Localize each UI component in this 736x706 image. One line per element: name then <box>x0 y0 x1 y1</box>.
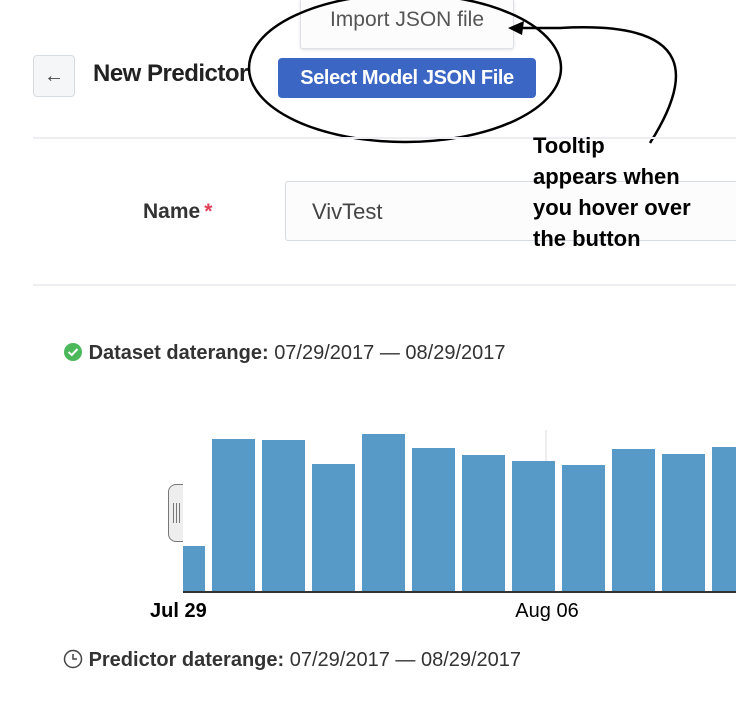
histogram-bar <box>312 464 355 591</box>
required-mark: * <box>204 200 213 223</box>
clock-icon <box>63 649 83 669</box>
select-model-json-button[interactable]: Select Model JSON File <box>278 58 536 98</box>
name-input[interactable]: VivTest <box>285 181 736 241</box>
page-title: New Predictor <box>93 60 248 87</box>
name-label: Name * <box>143 200 213 223</box>
histogram-bar <box>212 439 255 591</box>
histogram-bar <box>262 440 305 591</box>
dataset-histogram: Jul 29 Aug 06 <box>150 430 736 622</box>
histogram-bar <box>183 546 205 591</box>
range-drag-handle[interactable] <box>168 484 183 542</box>
histogram-bar <box>712 447 736 591</box>
back-button[interactable]: ← <box>33 55 75 97</box>
histogram-bar <box>412 448 455 591</box>
histogram-bar <box>512 461 555 591</box>
dataset-daterange: Dataset daterange: 07/29/2017 — 08/29/20… <box>63 342 506 365</box>
check-circle-icon <box>64 343 82 361</box>
histogram-bar <box>662 454 705 591</box>
histogram-bar <box>562 465 605 591</box>
histogram-bar <box>462 455 505 591</box>
histogram-bar <box>362 434 405 591</box>
predictor-daterange: Predictor daterange: 07/29/2017 — 08/29/… <box>63 649 521 672</box>
import-json-tooltip: Import JSON file <box>300 0 514 49</box>
divider <box>33 137 736 139</box>
annotation-note: Tooltip appears when you hover over the but… <box>533 133 691 251</box>
annotation-circle <box>247 0 563 144</box>
arrow-left-icon: ← <box>44 64 64 87</box>
x-tick-label: Aug 06 <box>515 600 578 622</box>
divider <box>33 284 736 286</box>
x-tick-label: Jul 29 <box>150 600 207 622</box>
arrow-head <box>508 21 524 35</box>
histogram-bar <box>612 449 655 591</box>
annotation-arrow <box>520 26 678 144</box>
